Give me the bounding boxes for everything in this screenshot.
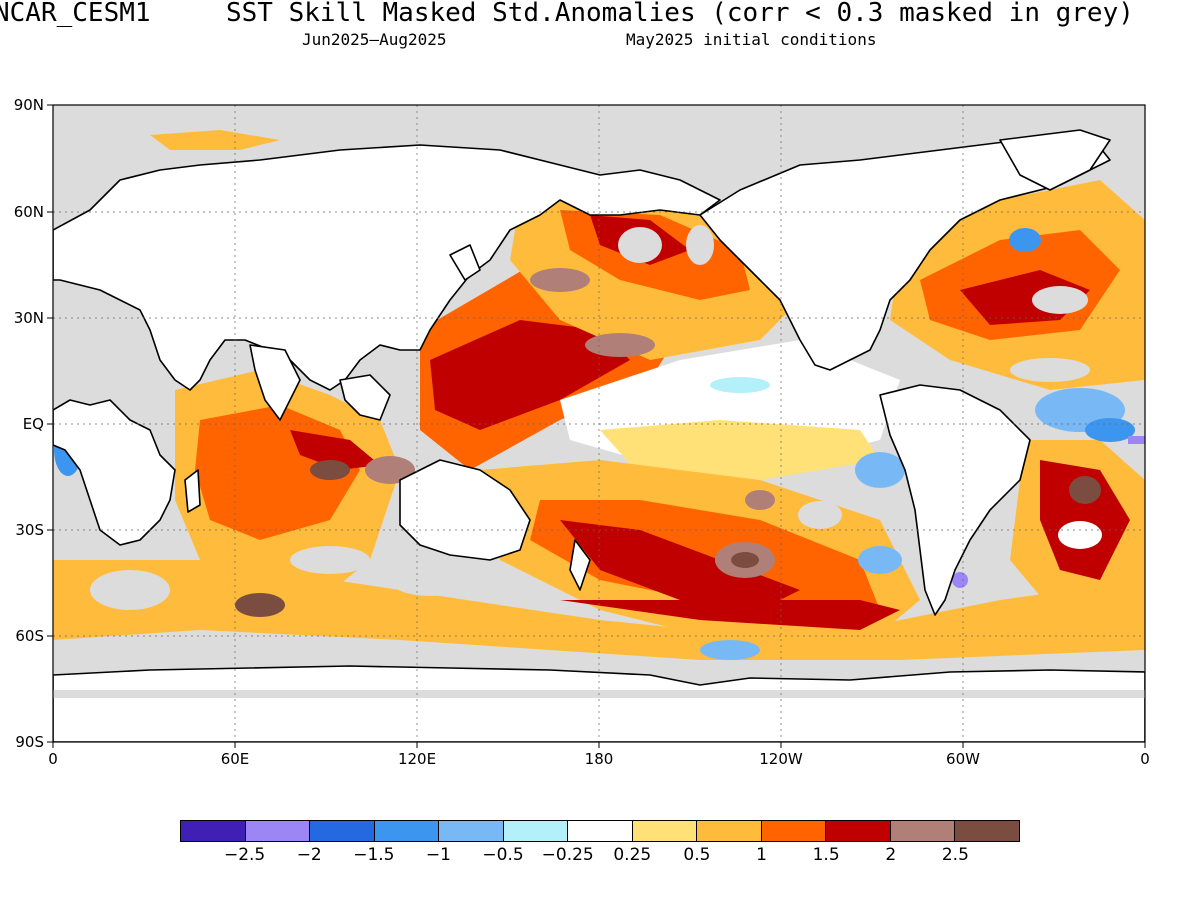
africa xyxy=(53,399,176,546)
south-america xyxy=(879,384,1031,616)
southeast-asia xyxy=(339,374,391,421)
lat-label-60n: 60N xyxy=(13,203,44,221)
colorbar-swatch xyxy=(310,821,375,841)
initial-conditions: May2025 initial conditions xyxy=(626,30,877,49)
cool-patch-east-pacific xyxy=(855,452,905,488)
forecast-period: Jun2025–Aug2025 xyxy=(302,30,447,49)
lat-label-eq: EQ xyxy=(22,415,44,433)
colorbar-swatch xyxy=(697,821,762,841)
greenland xyxy=(999,129,1111,191)
colorbar-swatch xyxy=(439,821,504,841)
australia xyxy=(399,459,531,561)
colorbar-tick-label: −0.25 xyxy=(541,845,594,865)
colorbar-tick-label: 1.5 xyxy=(812,845,840,865)
colorbar-swatch xyxy=(503,821,569,841)
south-atlantic-strong xyxy=(1040,460,1130,580)
new-zealand xyxy=(569,539,591,591)
lon-label-120w: 120W xyxy=(759,750,803,768)
lat-label-60s: 60S xyxy=(15,627,44,645)
model-name: NCAR_CESM1 xyxy=(0,0,151,28)
west-pacific-max xyxy=(430,320,630,430)
land xyxy=(53,129,1145,742)
title-text: SST Skill Masked Std.Anomalies (corr < 0… xyxy=(226,0,1134,28)
colorbar-tick-label: 1 xyxy=(756,845,767,865)
colorbar-tick-label: −0.5 xyxy=(482,845,524,865)
colorbar-swatch xyxy=(890,821,956,841)
south-pacific-max xyxy=(560,520,800,610)
southern-ocean-band xyxy=(53,560,1145,660)
india xyxy=(249,344,301,421)
colorbar-swatch xyxy=(374,821,440,841)
colorbar-swatch xyxy=(568,821,633,841)
eurasia xyxy=(53,144,721,391)
colorbar-tick-label: 2.5 xyxy=(941,845,969,865)
southern-ocean-strong xyxy=(560,600,900,630)
colorbar-swatch xyxy=(245,821,311,841)
lon-label-60w: 60W xyxy=(946,750,980,768)
colorbar-swatch xyxy=(955,821,1019,841)
colorbar xyxy=(180,820,1020,842)
lat-label-30s: 30S xyxy=(15,521,44,539)
lon-label-60e: 60E xyxy=(220,750,250,768)
colorbar-swatch xyxy=(632,821,698,841)
antarctica xyxy=(53,665,1145,742)
indian-ocean-max xyxy=(290,430,380,470)
graticule xyxy=(53,105,1145,742)
colorbar-tick-label: 0.25 xyxy=(613,845,652,865)
japan xyxy=(449,244,481,281)
colorbar-swatch xyxy=(826,821,891,841)
colorbar-swatch xyxy=(761,821,827,841)
colorbar-tick-label: −1 xyxy=(425,845,451,865)
lat-label-30n: 30N xyxy=(13,309,44,327)
colorbar-swatch xyxy=(181,821,246,841)
colorbar-tick-label: −1.5 xyxy=(353,845,395,865)
lon-label-120e: 120E xyxy=(397,750,437,768)
colorbar-tick-label: −2 xyxy=(296,845,322,865)
equatorial-light xyxy=(600,420,880,480)
lon-label-0-east: 0 xyxy=(1140,750,1150,768)
lat-label-90n: 90N xyxy=(13,96,44,114)
lon-label-0: 0 xyxy=(48,750,58,768)
anomaly-field xyxy=(53,180,1145,660)
lat-label-90s: 90S xyxy=(15,733,44,751)
colorbar-tick-label: 2 xyxy=(885,845,897,865)
north-america xyxy=(699,134,1111,371)
madagascar xyxy=(184,469,201,513)
lon-label-180: 180 xyxy=(584,750,614,768)
colorbar-tick-label: 0.5 xyxy=(683,845,711,865)
axis-ticks xyxy=(47,104,1146,748)
colorbar-tick-label: −2.5 xyxy=(223,845,266,865)
